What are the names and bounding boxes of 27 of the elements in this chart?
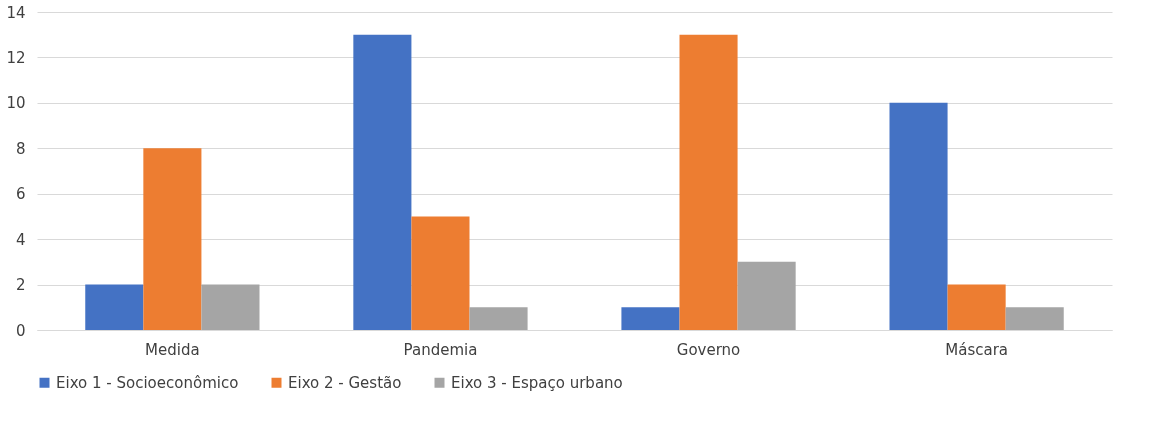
y-tick-label: 14 bbox=[6, 3, 26, 22]
legend-label: Eixo 2 - Gestão bbox=[288, 373, 402, 392]
bar bbox=[947, 284, 1006, 330]
legend-label: Eixo 1 - Socioeconômico bbox=[56, 373, 239, 392]
legend-label: Eixo 3 - Espaço urbano bbox=[451, 373, 623, 392]
bar bbox=[679, 34, 738, 330]
bar bbox=[353, 34, 412, 330]
bar bbox=[621, 307, 680, 330]
bar bbox=[737, 261, 796, 330]
x-tick-label: Máscara bbox=[945, 340, 1008, 359]
y-tick-label: 12 bbox=[6, 48, 26, 67]
bar bbox=[1005, 307, 1064, 330]
bar bbox=[889, 102, 948, 330]
y-tick-label: 10 bbox=[6, 94, 26, 113]
y-tick-label: 4 bbox=[15, 230, 26, 249]
bar bbox=[85, 284, 144, 330]
bar bbox=[411, 216, 470, 330]
y-tick-label: 2 bbox=[15, 276, 26, 295]
y-tick-label: 8 bbox=[15, 139, 26, 158]
x-tick-label: Governo bbox=[676, 340, 741, 359]
bar bbox=[143, 148, 202, 330]
bar bbox=[469, 307, 528, 330]
x-tick-label: Pandemia bbox=[403, 340, 478, 359]
bar bbox=[201, 284, 260, 330]
x-tick-label: Medida bbox=[145, 340, 200, 359]
y-tick-label: 0 bbox=[15, 321, 26, 340]
y-tick-label: 6 bbox=[15, 185, 26, 204]
